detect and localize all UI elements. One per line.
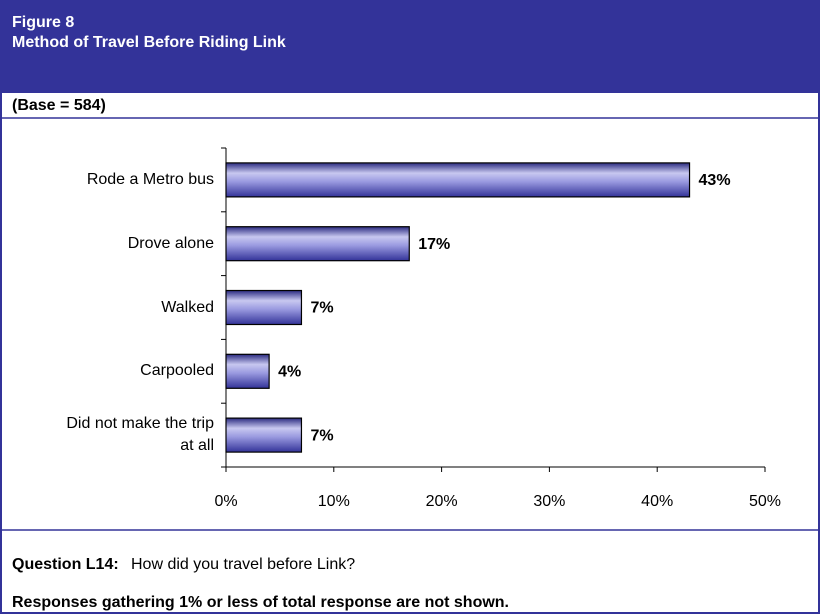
bar	[225, 162, 691, 198]
x-tick-label: 10%	[318, 493, 350, 510]
value-label: 7%	[310, 427, 333, 444]
subtitle: (Base = 584)	[12, 97, 106, 114]
y-tick-label: Carpooled	[140, 362, 214, 380]
y-tick-label: Walked	[161, 298, 214, 316]
question-label: Question L14:	[12, 556, 119, 573]
question: How did you travel before Link?	[131, 556, 355, 573]
bar	[225, 353, 270, 389]
bar	[225, 289, 303, 326]
chart-title: Method of Travel Before Riding Link	[12, 34, 286, 51]
frame	[0, 91, 820, 614]
bar	[225, 226, 410, 262]
x-tick-label: 50%	[749, 493, 781, 510]
note: Responses gathering 1% or less of total …	[12, 594, 509, 611]
x-tick-label: 30%	[533, 493, 565, 510]
x-tick-label: 0%	[214, 493, 237, 510]
y-tick-label: Drove alone	[127, 234, 214, 252]
bar	[225, 417, 303, 453]
y-tick-label: Rode a Metro bus	[86, 170, 214, 188]
value-label: 17%	[418, 236, 450, 253]
value-label: 7%	[310, 300, 333, 317]
figure-label: Figure 8	[12, 14, 75, 31]
x-tick-label: 20%	[426, 493, 458, 510]
header-band	[0, 0, 820, 92]
y-tick-label: Did not make the trip at all	[66, 415, 214, 455]
x-tick-label: 40%	[641, 493, 673, 510]
value-label: 43%	[699, 172, 731, 189]
value-label: 4%	[278, 364, 301, 381]
